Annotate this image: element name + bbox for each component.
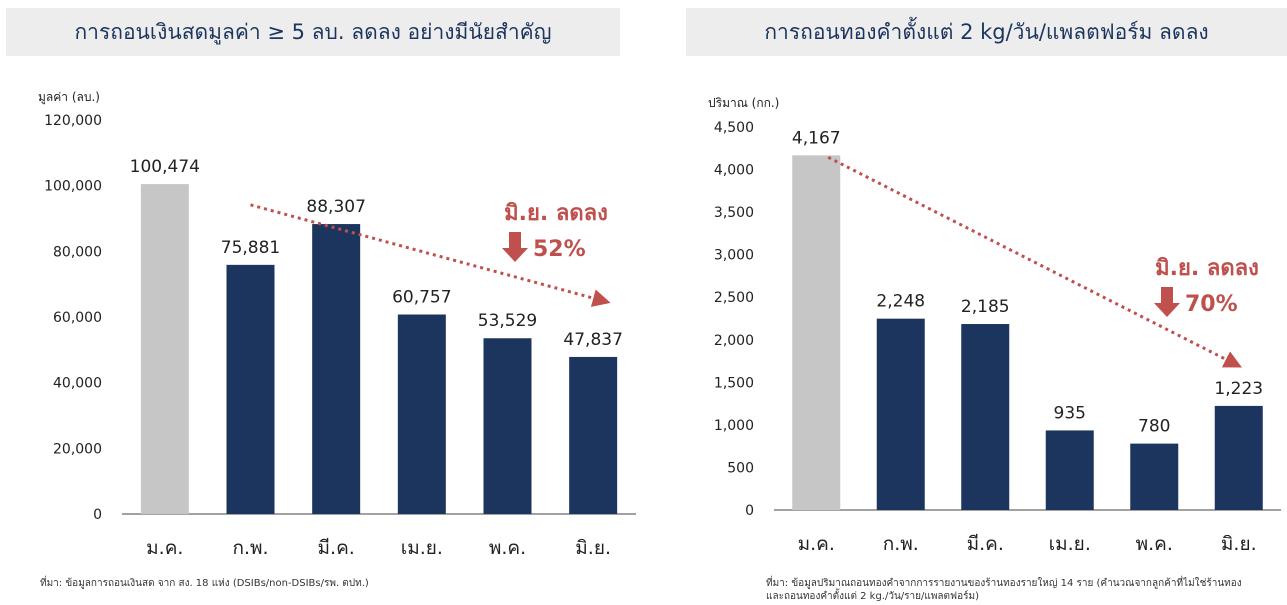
cash-bar — [483, 338, 532, 514]
gold-bar — [792, 155, 841, 511]
gold-y-tick-label: 1,500 — [714, 375, 754, 391]
cash-y-tick-label: 100,000 — [44, 179, 102, 195]
gold-data-label: 2,185 — [961, 297, 1010, 317]
gold-bar — [1130, 443, 1179, 510]
cash-x-tick-label: ม.ค. — [146, 537, 183, 559]
gold-x-tick-label: มี.ค. — [967, 533, 1004, 555]
cash-withdrawal-chart: มูลค่า (ลบ.) 0 20,000 40,000 60,000 80,000 100… — [38, 90, 636, 559]
gold-annotation-line1: มิ.ย. ลดลง — [1155, 256, 1259, 281]
gold-x-tick-label: มิ.ย. — [1221, 533, 1257, 555]
gold-bar — [1214, 405, 1263, 510]
gold-x-tick-label: พ.ค. — [1136, 533, 1173, 555]
cash-x-tick-label: ก.พ. — [232, 537, 268, 559]
cash-x-tick-label: มี.ค. — [318, 537, 355, 559]
gold-data-label: 2,248 — [876, 292, 925, 312]
cash-y-tick-label: 80,000 — [53, 244, 102, 260]
cash-data-label: 88,307 — [306, 197, 365, 217]
gold-chart-source: ที่มา: ข้อมูลปริมาณถอนทองคำจากการรายงานข… — [766, 577, 1286, 603]
cash-annotation-line1: มิ.ย. ลดลง — [504, 201, 608, 226]
cash-withdrawal-panel: การถอนเงินสดมูลค่า ≥ 5 ลบ. ลดลง อย่างมีน… — [0, 0, 640, 605]
gold-decrease-arrow-icon — [1154, 287, 1180, 317]
gold-y-tick-label: 2,500 — [714, 290, 754, 306]
cash-y-axis-label: มูลค่า (ลบ.) — [38, 90, 100, 105]
gold-data-label: 935 — [1054, 403, 1086, 423]
cash-x-tick-label: มิ.ย. — [575, 537, 611, 559]
cash-y-tick-label: 60,000 — [53, 310, 102, 326]
gold-x-tick-label: ม.ค. — [798, 533, 835, 555]
cash-data-label: 100,474 — [130, 157, 200, 177]
gold-y-tick-label: 1,000 — [714, 418, 754, 434]
cash-bar — [312, 224, 361, 514]
cash-x-tick-label: พ.ค. — [489, 537, 526, 559]
gold-y-tick-label: 4,000 — [714, 163, 754, 179]
gold-y-tick-label: 4,500 — [714, 120, 754, 136]
cash-data-label: 47,837 — [563, 330, 622, 350]
gold-x-tick-label: เม.ย. — [1049, 533, 1091, 555]
cash-bar — [397, 314, 446, 514]
gold-y-tick-label: 0 — [745, 503, 754, 519]
cash-chart-title: การถอนเงินสดมูลค่า ≥ 5 ลบ. ลดลง อย่างมีน… — [74, 19, 552, 44]
cash-decrease-arrow-icon — [502, 232, 528, 262]
cash-y-tick-label: 20,000 — [53, 441, 102, 457]
gold-x-tick-label: ก.พ. — [883, 533, 919, 555]
gold-chart-title: การถอนทองคำตั้งแต่ 2 kg/วัน/แพลตฟอร์ม ลด… — [764, 19, 1209, 44]
gold-y-tick-label: 3,500 — [714, 205, 754, 221]
cash-y-tick-label: 0 — [93, 507, 102, 523]
cash-bar — [226, 264, 275, 514]
gold-data-label: 1,223 — [1214, 379, 1263, 399]
gold-bar — [961, 324, 1010, 510]
gold-y-tick-label: 500 — [727, 460, 754, 476]
cash-annotation-line2: 52% — [533, 237, 586, 262]
cash-y-tick-label: 120,000 — [44, 113, 102, 129]
cash-bar — [569, 356, 618, 514]
cash-trend-arrow — [250, 203, 611, 307]
cash-data-label: 60,757 — [392, 288, 451, 308]
gold-chart-source-line2: และถอนทองคำตั้งแต่ 2 kg./วัน/ราย/แพลตฟอร… — [766, 591, 979, 602]
gold-withdrawal-panel: การถอนทองคำตั้งแต่ 2 kg/วัน/แพลตฟอร์ม ลด… — [660, 0, 1287, 605]
gold-chart-title-box: การถอนทองคำตั้งแต่ 2 kg/วัน/แพลตฟอร์ม ลด… — [686, 8, 1287, 56]
gold-annotation-line2: 70% — [1185, 292, 1238, 317]
cash-data-label: 75,881 — [221, 238, 280, 258]
gold-chart-source-line1: ที่มา: ข้อมูลปริมาณถอนทองคำจากการรายงานข… — [766, 578, 1242, 589]
cash-chart-source: ที่มา: ข้อมูลการถอนเงินสด จาก สง. 18 แห่… — [40, 578, 369, 589]
cash-x-tick-label: เม.ย. — [401, 537, 443, 559]
cash-y-tick-label: 40,000 — [53, 376, 102, 392]
gold-data-label: 780 — [1138, 417, 1170, 437]
cash-chart-title-box: การถอนเงินสดมูลค่า ≥ 5 ลบ. ลดลง อย่างมีน… — [6, 8, 620, 56]
gold-bar — [1045, 430, 1094, 510]
cash-data-label: 53,529 — [478, 311, 537, 331]
gold-y-tick-label: 3,000 — [714, 248, 754, 264]
gold-data-label: 4,167 — [792, 128, 841, 148]
gold-y-axis-label: ปริมาณ (กก.) — [708, 96, 779, 110]
gold-bar — [876, 318, 925, 510]
gold-y-tick-label: 2,000 — [714, 333, 754, 349]
cash-bar — [140, 184, 189, 515]
